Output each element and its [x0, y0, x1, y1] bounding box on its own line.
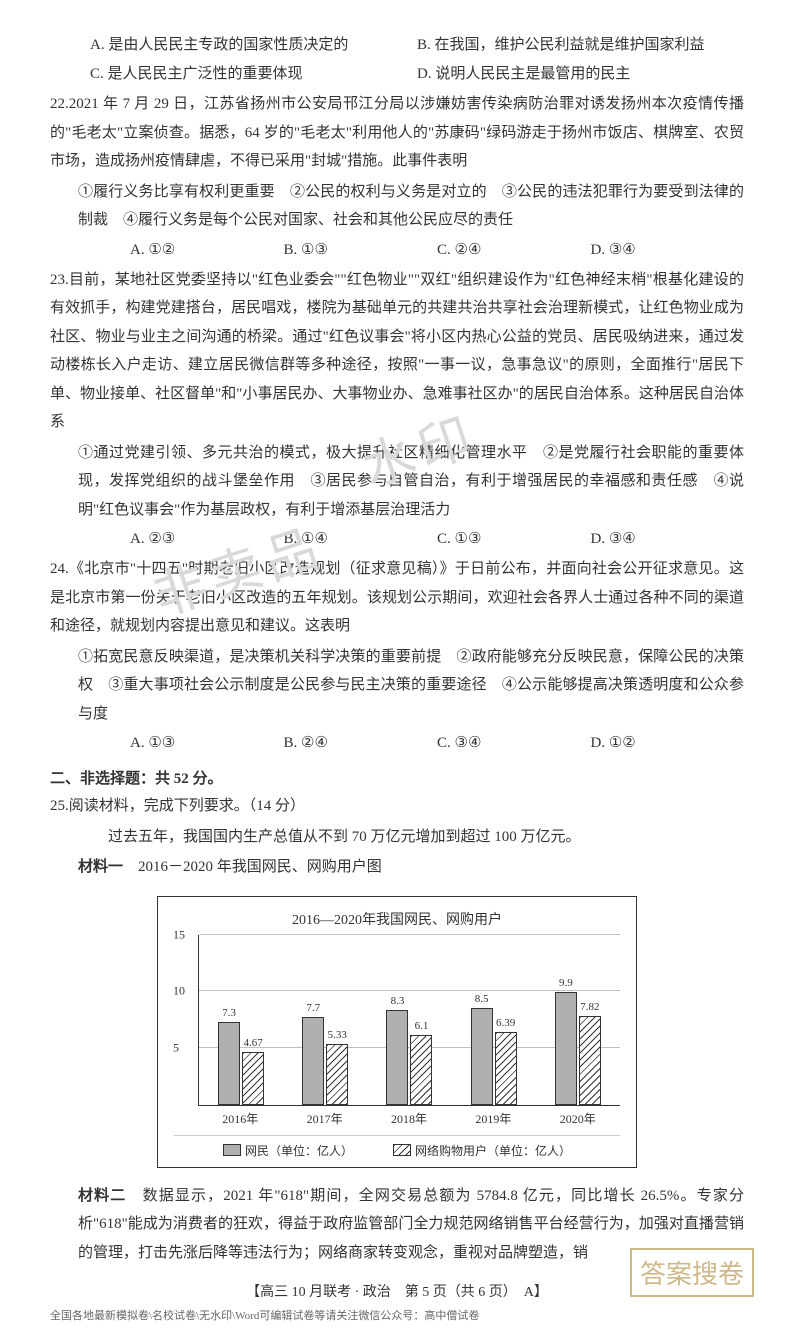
- q25-material1: 材料一 2016－2020 年我国网民、网购用户图: [78, 853, 744, 882]
- q21-options-row2: C. 是人民民主广泛性的重要体现 D. 说明人民民主是最管用的民主: [90, 61, 744, 88]
- y-tick: 5: [173, 1040, 179, 1055]
- q23-opt-d: D. ③④: [591, 526, 745, 553]
- chart-title: 2016—2020年我国网民、网购用户: [174, 909, 620, 929]
- bar-shop: 7.82: [579, 1016, 601, 1105]
- q22-num: 22.: [50, 96, 69, 112]
- q21-opt-c: C. 是人民民主广泛性的重要体现: [90, 61, 417, 88]
- q25-head-text: 阅读材料，完成下列要求。（14 分）: [69, 798, 305, 814]
- legend-swatch: [393, 1144, 411, 1156]
- q23-opt-c: C. ①③: [437, 526, 591, 553]
- legend-item: 网络购物用户（单位：亿人）: [393, 1142, 571, 1159]
- q23-text: 23.目前，某地社区党委坚持以"红色业委会""红色物业""双红"组织建设作为"红…: [50, 266, 744, 437]
- legend-label: 网络购物用户（单位：亿人）: [415, 1142, 571, 1159]
- q23-stems: ①通过党建引领、多元共治的模式，极大提升社区精细化管理水平 ②是党履行社会职能的…: [78, 439, 744, 525]
- legend-label: 网民（单位：亿人）: [245, 1142, 353, 1159]
- bar-label: 7.3: [222, 1007, 236, 1019]
- bar-group: 7.75.33: [302, 1017, 348, 1104]
- q21-opt-a: A. 是由人民民主专政的国家性质决定的: [90, 32, 417, 59]
- q21-options-row1: A. 是由人民民主专政的国家性质决定的 B. 在我国，维护公民利益就是维护国家利…: [90, 32, 744, 59]
- chart-area: 510157.34.677.75.338.36.18.56.399.97.82: [198, 935, 620, 1106]
- q25-intro: 过去五年，我国国内生产总值从不到 70 万亿元增加到超过 100 万亿元。: [78, 823, 744, 852]
- footnote: 全国各地最新模拟卷\名校试卷\无水印\Word可编辑试卷等请关注微信公众号：高中…: [50, 1307, 744, 1323]
- q24-stems: ①拓宽民意反映渠道，是决策机关科学决策的重要前提 ②政府能够充分反映民意，保障公…: [78, 643, 744, 729]
- bar-net: 7.3: [218, 1022, 240, 1105]
- chart-legend: 网民（单位：亿人） 网络购物用户（单位：亿人）: [174, 1135, 620, 1159]
- q23-options: A. ②③ B. ①④ C. ①③ D. ③④: [90, 526, 744, 553]
- y-tick: 10: [173, 984, 185, 999]
- q22-opt-b: B. ①③: [284, 237, 438, 264]
- bar-shop: 5.33: [326, 1044, 348, 1104]
- x-axis-labels: 2016年 2017年 2018年 2019年 2020年: [198, 1110, 620, 1127]
- x-label: 2018年: [391, 1110, 427, 1127]
- q23-body: 目前，某地社区党委坚持以"红色业委会""红色物业""双红"组织建设作为"红色神经…: [50, 272, 744, 431]
- bar-group: 8.56.39: [471, 1008, 517, 1104]
- bar-label: 6.39: [496, 1017, 515, 1029]
- bars-row: 7.34.677.75.338.36.18.56.399.97.82: [199, 935, 620, 1105]
- bar-label: 8.3: [391, 995, 405, 1007]
- x-label: 2020年: [560, 1110, 596, 1127]
- q22-opt-c: C. ②④: [437, 237, 591, 264]
- bar-net: 8.3: [386, 1010, 408, 1104]
- q22-body: 2021 年 7 月 29 日，江苏省扬州市公安局邗江分局以涉嫌妨害传染病防治罪…: [50, 96, 744, 169]
- bar-label: 8.5: [475, 993, 489, 1005]
- bar-group: 8.36.1: [386, 1010, 432, 1104]
- bar-chart: 2016—2020年我国网民、网购用户 510157.34.677.75.338…: [157, 896, 637, 1168]
- q24-num: 24.: [50, 561, 69, 577]
- q21-opt-d: D. 说明人民民主是最管用的民主: [417, 61, 744, 88]
- q22-opt-d: D. ③④: [591, 237, 745, 264]
- x-label: 2017年: [307, 1110, 343, 1127]
- section2-title: 二、非选择题：共 52 分。: [50, 767, 744, 788]
- bar-net: 8.5: [471, 1008, 493, 1104]
- bar-shop: 4.67: [242, 1052, 264, 1105]
- q24-body: 《北京市"十四五"时期老旧小区改造规划（征求意见稿）》于日前公布，并面向社会公开…: [50, 561, 744, 634]
- q24-opt-d: D. ①②: [591, 730, 745, 757]
- page: 水印 非卖品 A. 是由人民民主专政的国家性质决定的 B. 在我国，维护公民利益…: [0, 0, 794, 1343]
- bar-label: 9.9: [559, 977, 573, 989]
- q25-head: 25.阅读材料，完成下列要求。（14 分）: [50, 792, 744, 821]
- bar-label: 4.67: [243, 1037, 262, 1049]
- q25-num: 25.: [50, 798, 69, 814]
- q22-opt-a: A. ①②: [130, 237, 284, 264]
- bar-group: 7.34.67: [218, 1022, 264, 1105]
- q24-opt-a: A. ①③: [130, 730, 284, 757]
- q23-num: 23.: [50, 272, 69, 288]
- legend-swatch: [223, 1144, 241, 1156]
- q22-options: A. ①② B. ①③ C. ②④ D. ③④: [90, 237, 744, 264]
- q22-stems: ①履行义务比享有权利更重要 ②公民的权利与义务是对立的 ③公民的违法犯罪行为要受…: [78, 178, 744, 235]
- q21-opt-b: B. 在我国，维护公民利益就是维护国家利益: [417, 32, 744, 59]
- m2-label: 材料二: [78, 1188, 126, 1204]
- m1-text: 2016－2020 年我国网民、网购用户图: [123, 859, 382, 875]
- chart-box: 2016—2020年我国网民、网购用户 510157.34.677.75.338…: [157, 896, 637, 1168]
- x-label: 2019年: [475, 1110, 511, 1127]
- q23-opt-b: B. ①④: [284, 526, 438, 553]
- bar-group: 9.97.82: [555, 992, 601, 1104]
- q23-opt-a: A. ②③: [130, 526, 284, 553]
- y-tick: 15: [173, 927, 185, 942]
- legend-item: 网民（单位：亿人）: [223, 1142, 353, 1159]
- q24-opt-b: B. ②④: [284, 730, 438, 757]
- bar-label: 5.33: [328, 1029, 347, 1041]
- q24-options: A. ①③ B. ②④ C. ③④ D. ①②: [90, 730, 744, 757]
- q24-opt-c: C. ③④: [437, 730, 591, 757]
- bar-shop: 6.1: [410, 1035, 432, 1104]
- bar-label: 7.7: [306, 1002, 320, 1014]
- q24-text: 24.《北京市"十四五"时期老旧小区改造规划（征求意见稿）》于日前公布，并面向社…: [50, 555, 744, 641]
- bar-net: 7.7: [302, 1017, 324, 1104]
- x-label: 2016年: [222, 1110, 258, 1127]
- stamp: 答案搜卷: [630, 1248, 754, 1297]
- bar-label: 6.1: [415, 1020, 429, 1032]
- m1-label: 材料一: [78, 859, 123, 875]
- bar-label: 7.82: [580, 1001, 599, 1013]
- q22-text: 22.2021 年 7 月 29 日，江苏省扬州市公安局邗江分局以涉嫌妨害传染病…: [50, 90, 744, 176]
- bar-net: 9.9: [555, 992, 577, 1104]
- bar-shop: 6.39: [495, 1032, 517, 1104]
